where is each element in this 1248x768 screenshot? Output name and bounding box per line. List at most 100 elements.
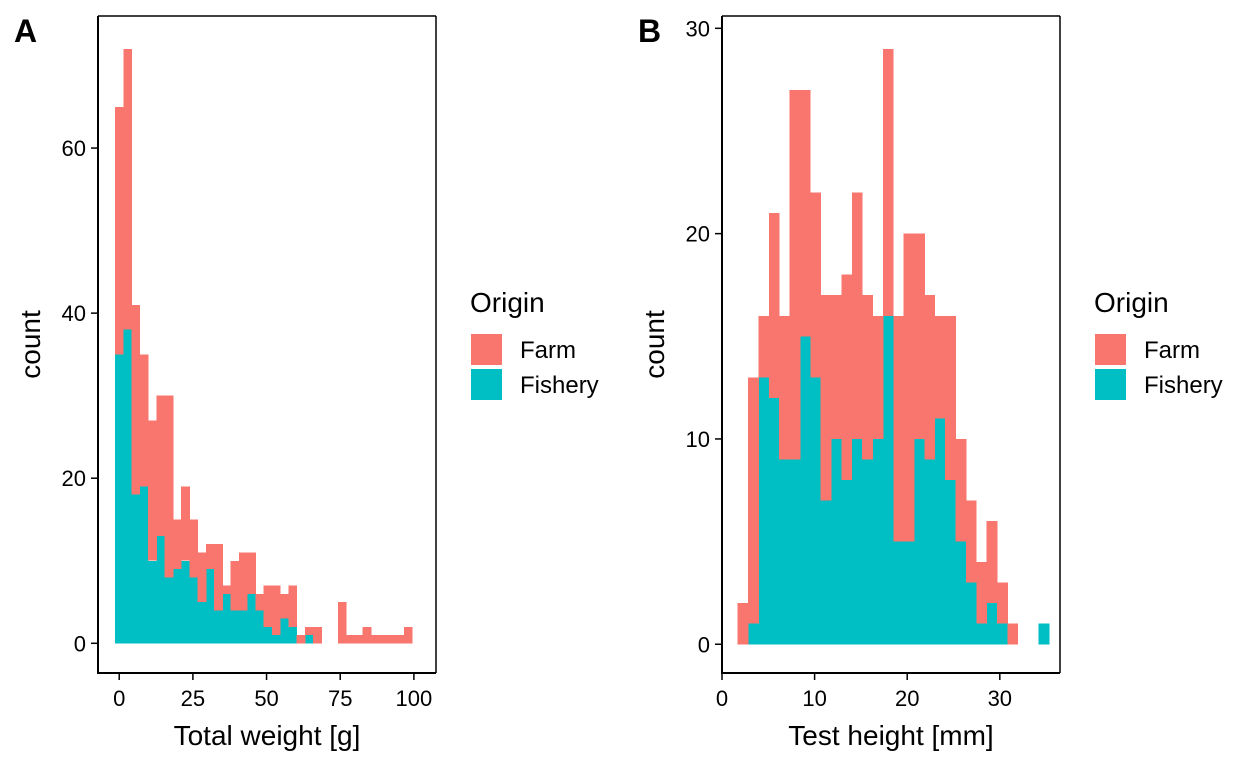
bar-farm — [758, 315, 770, 378]
panel-tag: A — [14, 13, 37, 49]
bar-farm — [831, 295, 842, 439]
bar-fishery — [115, 354, 124, 644]
bar-farm — [222, 585, 232, 594]
bar-fishery — [304, 635, 314, 644]
bar-farm — [965, 500, 977, 583]
bar-farm — [955, 438, 967, 542]
bar-fishery — [255, 610, 265, 644]
bar-farm — [214, 544, 223, 611]
bar-fishery — [131, 494, 141, 644]
y-tick-label: 0 — [698, 632, 710, 657]
bar-fishery — [214, 610, 223, 644]
bar-fishery — [862, 459, 873, 645]
bar-fishery — [924, 459, 936, 645]
bar-farm — [862, 295, 873, 460]
bar-farm — [131, 304, 141, 495]
bar-farm — [230, 560, 240, 611]
legend-title: Origin — [470, 287, 545, 318]
bar-farm — [851, 192, 863, 439]
bar-fishery — [189, 577, 198, 644]
bar-fishery — [934, 418, 946, 645]
bar-farm — [271, 585, 281, 636]
bar-farm — [263, 585, 273, 627]
y-tick-label: 20 — [62, 466, 86, 491]
bar-farm — [779, 315, 790, 460]
bar-farm — [799, 89, 811, 337]
bar-farm — [139, 354, 149, 487]
bar-fishery — [799, 336, 811, 645]
bar-fishery — [181, 560, 190, 644]
x-tick-label: 10 — [802, 686, 826, 711]
y-axis-title: count — [15, 310, 46, 379]
bar-fishery — [123, 329, 132, 644]
bar-farm — [986, 521, 998, 604]
x-tick-label: 75 — [328, 686, 352, 711]
x-tick-label: 0 — [113, 686, 125, 711]
bar-farm — [304, 626, 314, 636]
x-tick-label: 0 — [716, 686, 728, 711]
bar-farm — [197, 552, 207, 603]
bar-farm — [976, 562, 988, 624]
bar-farm — [123, 49, 132, 330]
bar-fishery — [789, 459, 801, 645]
x-tick-label: 100 — [396, 686, 433, 711]
bar-farm — [737, 603, 749, 645]
bar-farm — [205, 544, 215, 569]
bar-fishery — [222, 593, 232, 644]
bar-fishery — [872, 438, 884, 645]
y-tick-label: 40 — [62, 301, 86, 326]
bar-fishery — [831, 438, 842, 645]
bar-farm — [354, 635, 364, 644]
x-tick-label: 20 — [895, 686, 919, 711]
bar-fishery — [955, 541, 967, 645]
bar-farm — [820, 295, 832, 501]
legend-swatch-fishery — [471, 369, 502, 400]
bar-fishery — [903, 541, 915, 645]
panel-tag: B — [638, 13, 661, 49]
y-tick-label: 10 — [686, 427, 710, 452]
bar-farm — [148, 420, 157, 561]
legend-label-farm: Farm — [520, 337, 576, 364]
y-tick-label: 20 — [686, 222, 710, 247]
bar-farm — [362, 626, 372, 644]
legend-swatch-fishery — [1095, 369, 1126, 400]
bar-farm — [313, 626, 322, 644]
y-tick-label: 30 — [686, 16, 710, 41]
bar-farm — [914, 233, 925, 439]
bar-farm — [395, 635, 405, 644]
bar-farm — [346, 635, 355, 644]
bar-fishery — [882, 315, 894, 645]
bar-farm — [288, 585, 298, 627]
bar-fishery — [914, 438, 925, 645]
bar-fishery — [172, 569, 182, 644]
bar-fishery — [238, 610, 248, 644]
bar-farm — [997, 582, 1008, 624]
bar-farm — [172, 519, 182, 569]
bar-farm — [872, 315, 884, 439]
bar-fishery — [841, 480, 853, 645]
x-axis-title: Test height [mm] — [788, 720, 993, 751]
bar-fishery — [976, 623, 988, 645]
legend-swatch-farm — [471, 334, 502, 365]
x-tick-label: 50 — [254, 686, 278, 711]
bar-farm — [296, 635, 306, 644]
bar-farm — [115, 106, 124, 355]
bar-farm — [789, 89, 801, 460]
bar-fishery — [156, 535, 165, 644]
bar-fishery — [230, 610, 240, 644]
bar-fishery — [271, 635, 281, 644]
bar-farm — [337, 602, 347, 644]
bar-farm — [189, 519, 198, 578]
legend-title: Origin — [1094, 287, 1169, 318]
bar-fishery — [280, 618, 289, 644]
y-tick-label: 60 — [62, 136, 86, 161]
y-tick-label: 0 — [74, 631, 86, 656]
bar-fishery — [288, 626, 298, 644]
bar-fishery — [965, 582, 977, 645]
bar-farm — [924, 295, 936, 460]
x-axis-title: Total weight [g] — [174, 720, 361, 751]
bar-farm — [181, 486, 190, 561]
bar-farm — [156, 395, 165, 536]
bar-fishery — [945, 480, 956, 645]
bar-farm — [768, 213, 780, 398]
